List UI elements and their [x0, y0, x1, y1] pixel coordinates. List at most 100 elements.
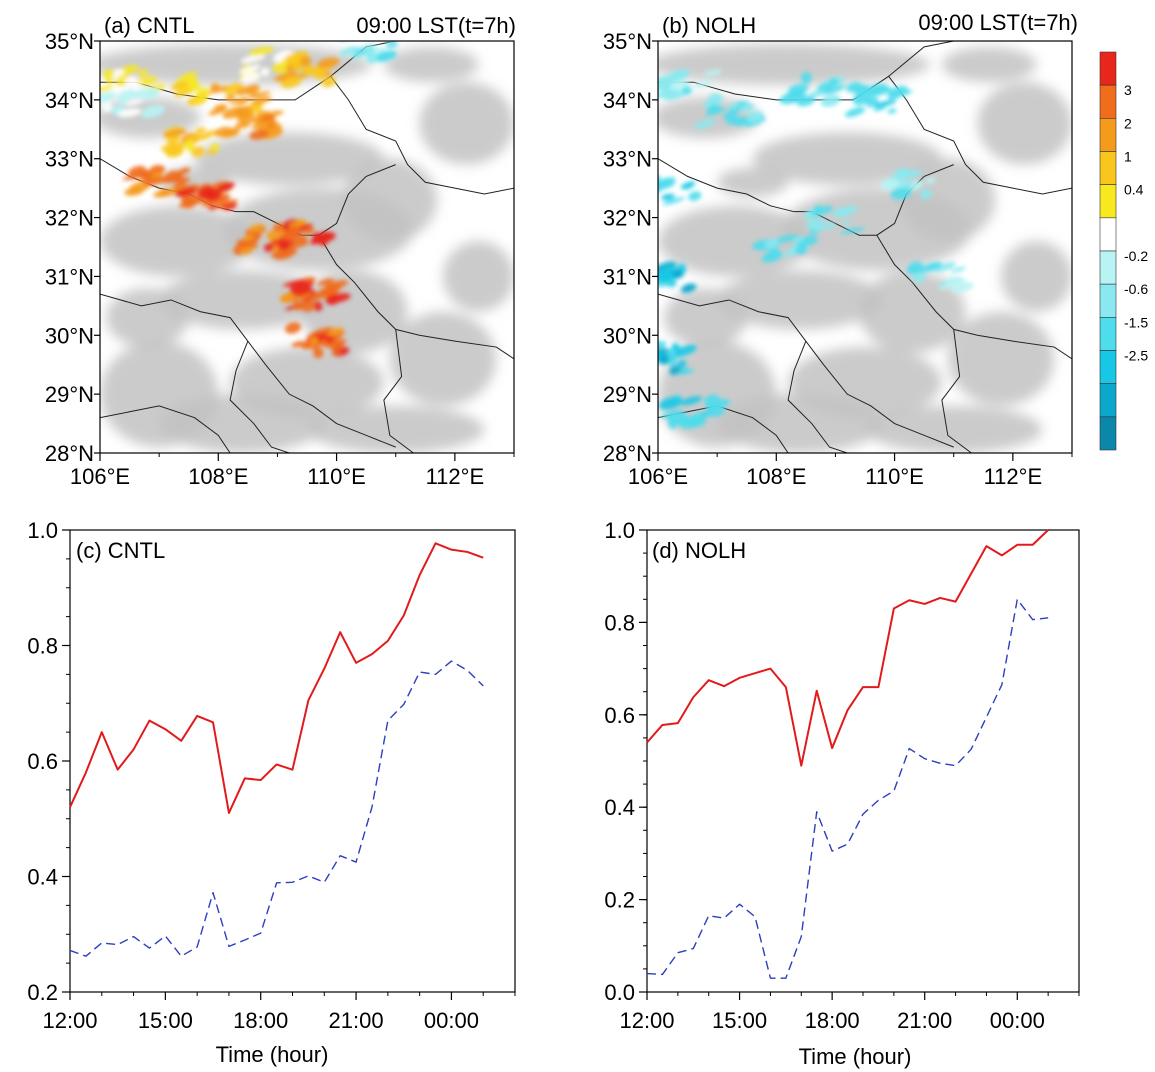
x-tick-label: 112°E — [984, 464, 1043, 489]
anomaly-patch — [722, 111, 738, 121]
anomaly-patch — [129, 186, 139, 194]
anomaly-patch — [658, 177, 676, 187]
anomaly-patch — [170, 81, 189, 91]
x-tick-label: 15:00 — [138, 1008, 193, 1033]
anomaly-patch — [846, 81, 863, 93]
anomaly-patch — [688, 419, 707, 428]
line-panel-nolh: 12:00 15:00 18:00 21:00 00:00 0.0 0.2 0.4 0.6 0.8… — [604, 518, 1080, 1069]
anomaly-patch — [163, 129, 187, 137]
anomaly-patch — [317, 57, 340, 69]
anomaly-patch — [287, 241, 310, 249]
anomaly-patch — [950, 266, 967, 273]
anomaly-patch — [260, 67, 270, 77]
colorbar-segment — [1099, 151, 1117, 185]
anomaly-patch — [666, 349, 677, 358]
anomaly-patch — [907, 261, 924, 274]
y-tick-label: 0.8 — [27, 634, 58, 659]
anomaly-patch — [672, 71, 690, 80]
anomaly-patch — [174, 89, 193, 97]
colorbar-segment — [1099, 383, 1117, 418]
anomaly-patch — [873, 100, 897, 108]
anomaly-patch — [282, 279, 305, 287]
anomaly-patch — [292, 300, 304, 311]
colorbar-label: -0.2 — [1124, 248, 1148, 264]
anomaly-patch — [229, 98, 249, 105]
y-tick-label: 29°N — [603, 382, 652, 407]
anomaly-patch — [782, 250, 797, 257]
anomaly-patch — [299, 56, 312, 68]
y-tick-label: 0.2 — [604, 888, 635, 913]
colorbar-segment — [1099, 184, 1117, 219]
anomaly-patch — [301, 299, 315, 312]
anomaly-patch — [240, 71, 261, 84]
anomaly-patch — [249, 223, 266, 234]
y-tick-label: 32°N — [603, 206, 652, 231]
y-tick-label: 0.8 — [604, 610, 635, 635]
anomaly-patch — [680, 283, 697, 294]
y-tick-label: 35°N — [45, 29, 94, 54]
anomaly-patch — [904, 180, 914, 190]
province-border — [888, 76, 1072, 195]
colorbar-segment — [1099, 416, 1117, 451]
anomaly-patch — [225, 94, 236, 101]
province-border — [941, 329, 972, 453]
x-tick-label: 106°E — [628, 464, 688, 489]
plot-axes: 12:00 15:00 18:00 21:00 00:00 0.2 0.4 0.6 0.8 1.0 — [27, 518, 516, 1033]
terrain-patch — [717, 394, 883, 453]
anomaly-patch — [673, 271, 684, 279]
anomaly-patch — [852, 93, 867, 106]
anomaly-patch — [862, 96, 872, 103]
anomaly-patch — [249, 129, 269, 140]
terrain-patch — [663, 288, 747, 348]
plot-series — [646, 529, 1049, 979]
series-line-solid — [646, 529, 1049, 767]
anomaly-patch — [217, 182, 235, 192]
anomaly-patch — [312, 346, 324, 359]
map-axes: 106°E 108°E 110°E 112°E 35°N 34°N 33°N 32°N 31°N… — [45, 29, 515, 489]
y-tick-label: 0.4 — [27, 865, 58, 890]
anomaly-patch — [251, 119, 275, 130]
anomaly-patch — [144, 176, 168, 186]
y-tick-label: 28°N — [45, 441, 94, 466]
anomaly-patch — [873, 105, 886, 112]
anomaly-patch — [153, 188, 178, 198]
anomaly-patch — [658, 261, 677, 274]
anomaly-patch — [311, 232, 336, 244]
anomaly-patch — [726, 116, 745, 125]
anomaly-patch — [316, 285, 341, 299]
terrain-patch — [977, 82, 1072, 165]
plot-axes: 12:00 15:00 18:00 21:00 00:00 0.0 0.2 0.4 0.6 0.8… — [604, 518, 1080, 1033]
anomaly-patch — [240, 54, 266, 64]
anomaly-patch — [331, 350, 341, 356]
anomaly-patch — [945, 276, 959, 287]
x-tick-label: 108°E — [188, 464, 248, 489]
anomaly-patch — [164, 170, 182, 183]
anomaly-patch — [301, 65, 316, 76]
province-border — [330, 76, 514, 195]
anomaly-patch — [130, 88, 154, 99]
anomaly-patch — [800, 71, 813, 84]
x-tick-label: 12:00 — [42, 1008, 97, 1033]
anomaly-patch — [206, 149, 218, 155]
anomaly-patch — [284, 322, 301, 334]
x-tick-label: 00:00 — [990, 1008, 1045, 1033]
anomaly-patch — [658, 78, 673, 92]
anomaly-patch — [309, 336, 319, 346]
panel-title: (b) NOLH — [662, 13, 756, 38]
anomaly-patch — [297, 235, 308, 243]
anomaly-patch — [214, 126, 233, 137]
terrain-layer — [658, 43, 1072, 453]
precip-anomaly-field — [658, 68, 974, 430]
anomaly-patch — [339, 46, 360, 56]
anomaly-patch — [385, 42, 399, 48]
province-border — [229, 340, 290, 453]
anomaly-patch — [374, 50, 397, 61]
colorbar-segment — [1099, 84, 1117, 119]
anomaly-patch — [279, 292, 295, 303]
anomaly-patch — [248, 91, 271, 99]
terrain-patch — [658, 43, 931, 86]
terrain-patch — [900, 158, 996, 242]
y-tick-label: 33°N — [45, 147, 94, 172]
map-panel-nolh: 106°E 108°E 110°E 112°E 35°N 34°N 33°N 32°N 31°N… — [603, 10, 1078, 489]
panel-title: (c) CNTL — [76, 538, 165, 563]
